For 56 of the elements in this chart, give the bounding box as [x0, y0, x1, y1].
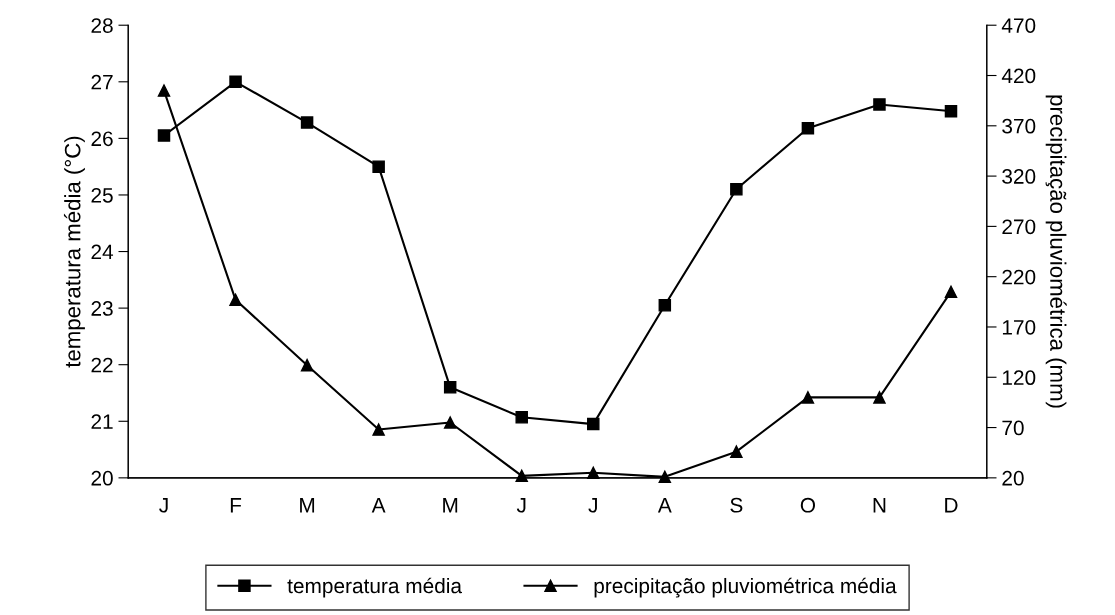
x-tick-label: F [230, 498, 242, 513]
point [515, 411, 528, 424]
point [873, 391, 886, 404]
y2-axis-title: precipitação pluviométrica (mm) [1045, 95, 1067, 408]
x-tick-label: A [371, 498, 386, 513]
point [300, 116, 314, 129]
point [873, 98, 886, 111]
y2-tick-label: 20 [1002, 470, 1024, 486]
x-tick-label: J [516, 498, 526, 513]
y2-tick-label: 170 [1002, 319, 1036, 335]
point [157, 129, 171, 142]
point [443, 416, 457, 429]
x-tick-label: S [730, 497, 743, 513]
y-axis-title: temperatura média (°C) [63, 136, 85, 368]
y-tick-label: 23 [91, 301, 113, 316]
point [372, 423, 385, 436]
point [443, 381, 457, 394]
y-tick-label: 25 [91, 187, 113, 203]
x-tick-label: M [300, 498, 315, 513]
point [229, 293, 242, 307]
x-tick-label: D [945, 498, 958, 513]
legend-label: precipitação pluviométrica média [594, 577, 897, 598]
x-tick-label: N [873, 498, 886, 513]
point [730, 445, 743, 458]
y-tick-label: 22 [91, 357, 113, 373]
point [730, 183, 743, 196]
y-tick-label: 20 [91, 470, 113, 486]
point [229, 75, 242, 89]
point [944, 285, 958, 299]
y-tick-label: 28 [91, 18, 113, 33]
y-tick-label: 27 [91, 74, 113, 90]
y-tick-label: 26 [91, 131, 113, 147]
y2-tick-label: 120 [1002, 370, 1036, 386]
legend-label: temperatura média [287, 577, 462, 598]
point [658, 299, 672, 312]
y-tick-label: 21 [91, 414, 113, 429]
point [372, 160, 385, 173]
x-tick-label: A [657, 498, 672, 513]
y2-tick-label: 470 [1001, 18, 1036, 33]
x-tick-label: M [443, 498, 458, 513]
y2-tick-label: 370 [1002, 118, 1036, 134]
point [157, 84, 171, 97]
y-tick-label: 24 [91, 244, 114, 260]
y2-tick-label: 220 [1002, 269, 1036, 285]
point [944, 104, 958, 118]
x-tick-label: J [159, 498, 168, 513]
point [587, 417, 600, 431]
y2-tick-label: 70 [1002, 420, 1024, 436]
point [300, 358, 314, 372]
y2-tick-label: 270 [1002, 219, 1036, 235]
x-tick-label: O [800, 497, 816, 513]
point [801, 121, 815, 135]
y2-tick-label: 420 [1001, 68, 1036, 84]
x-tick-label: J [588, 498, 597, 513]
point [801, 391, 815, 404]
y2-tick-label: 320 [1002, 169, 1036, 184]
